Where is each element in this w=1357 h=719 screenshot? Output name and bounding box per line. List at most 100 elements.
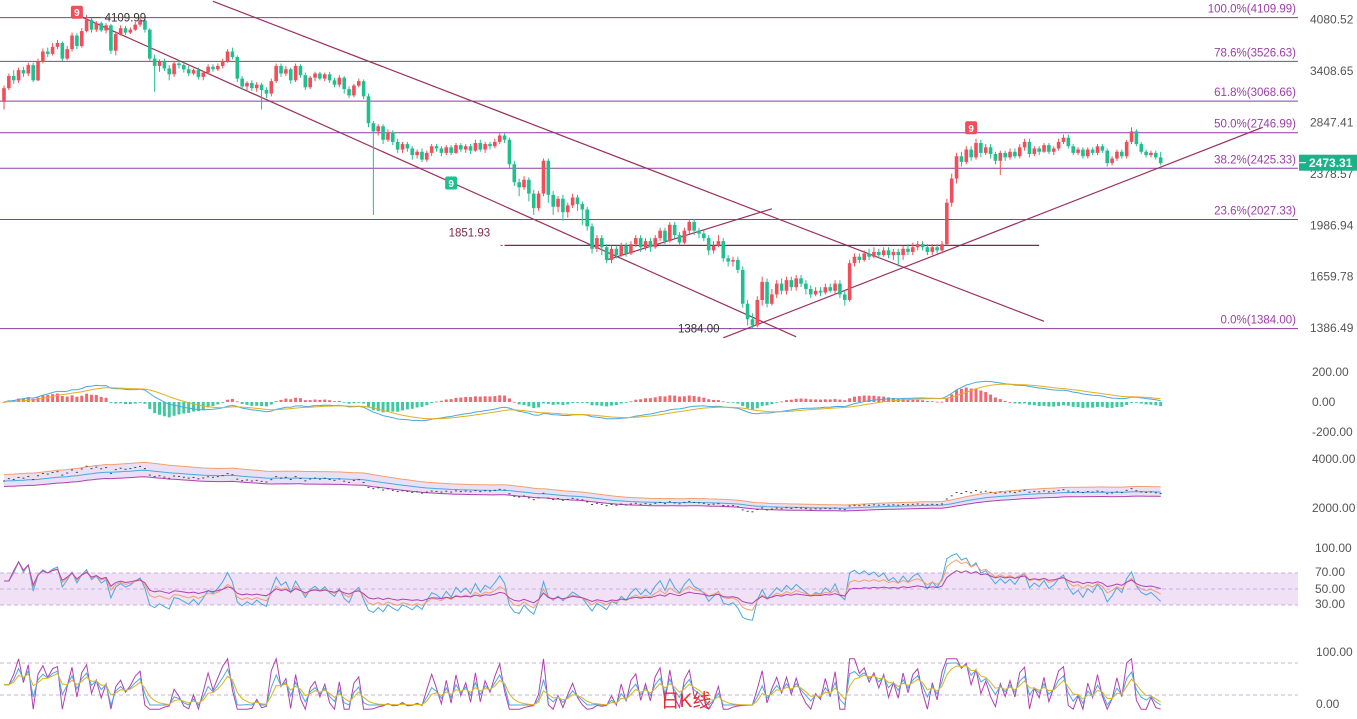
candle-110[interactable] [536, 191, 541, 211]
candle-181[interactable] [881, 247, 886, 257]
candle-116[interactable] [565, 202, 570, 218]
candle-167[interactable] [813, 287, 818, 297]
candle-132[interactable] [643, 238, 648, 251]
candle-228[interactable] [1110, 156, 1114, 166]
candle-142[interactable] [692, 219, 696, 236]
candle-233[interactable] [1134, 129, 1139, 147]
candle-232[interactable] [1129, 127, 1134, 145]
candle-231[interactable] [1124, 139, 1129, 159]
candle-1[interactable] [7, 73, 11, 90]
candle-62[interactable] [303, 72, 308, 90]
candle-134[interactable] [653, 235, 658, 249]
candle-101[interactable] [493, 138, 497, 149]
candle-14[interactable] [70, 32, 74, 52]
candle-199[interactable] [969, 146, 973, 161]
candle-28[interactable] [138, 17, 142, 27]
candle-161[interactable] [784, 276, 789, 295]
candle-71[interactable] [347, 86, 351, 99]
candle-188[interactable] [915, 241, 920, 251]
candle-230[interactable] [1120, 149, 1124, 159]
candle-220[interactable] [1071, 144, 1075, 156]
candle-92[interactable] [449, 145, 453, 156]
candle-141[interactable] [687, 219, 692, 234]
candle-176[interactable] [857, 253, 862, 264]
candle-16[interactable] [79, 28, 84, 48]
candle-72[interactable] [352, 83, 356, 98]
candle-18[interactable] [89, 18, 94, 33]
candle-151[interactable] [736, 256, 740, 274]
candle-0[interactable] [2, 85, 6, 110]
candle-85[interactable] [415, 149, 419, 159]
candle-202[interactable] [983, 144, 988, 156]
candle-9[interactable] [45, 47, 50, 58]
candle-26[interactable] [128, 27, 133, 35]
candle-205[interactable] [998, 150, 1003, 175]
candle-153[interactable] [745, 299, 750, 326]
candle-180[interactable] [877, 248, 881, 259]
candle-69[interactable] [337, 75, 342, 88]
candle-138[interactable] [672, 221, 677, 239]
candle-93[interactable] [454, 142, 458, 154]
candle-119[interactable] [580, 201, 585, 225]
candle-32[interactable] [157, 59, 162, 72]
candle-99[interactable] [483, 141, 487, 153]
candle-102[interactable] [497, 133, 502, 145]
candle-121[interactable] [590, 223, 594, 254]
candle-171[interactable] [833, 280, 837, 295]
candle-77[interactable] [376, 124, 381, 136]
candle-86[interactable] [420, 148, 424, 162]
candle-224[interactable] [1090, 147, 1095, 156]
candle-212[interactable] [1032, 146, 1037, 157]
candle-30[interactable] [148, 28, 152, 62]
candle-76[interactable] [371, 121, 376, 215]
candle-38[interactable] [186, 65, 191, 77]
candle-209[interactable] [1017, 144, 1022, 159]
candle-91[interactable] [444, 145, 449, 156]
candle-159[interactable] [774, 280, 779, 299]
candle-4[interactable] [21, 66, 26, 77]
candle-105[interactable] [512, 160, 517, 186]
candle-162[interactable] [789, 276, 794, 291]
candle-111[interactable] [541, 158, 546, 197]
candle-103[interactable] [502, 133, 507, 143]
candle-127[interactable] [619, 242, 624, 257]
candle-193[interactable] [940, 241, 944, 254]
candle-214[interactable] [1042, 142, 1046, 153]
candle-79[interactable] [386, 129, 390, 142]
candle-87[interactable] [425, 150, 429, 162]
candle-68[interactable] [332, 77, 337, 88]
candle-170[interactable] [828, 283, 832, 293]
candle-235[interactable] [1144, 149, 1148, 158]
candle-149[interactable] [726, 255, 730, 267]
candle-108[interactable] [527, 177, 531, 202]
candle-40[interactable] [196, 67, 201, 80]
candle-192[interactable] [935, 244, 939, 254]
candle-169[interactable] [823, 283, 828, 295]
candle-135[interactable] [658, 227, 662, 242]
candle-37[interactable] [182, 61, 186, 73]
candle-57[interactable] [279, 63, 283, 77]
candle-100[interactable] [488, 141, 492, 150]
candle-106[interactable] [517, 178, 521, 197]
candle-187[interactable] [911, 242, 915, 256]
candle-163[interactable] [794, 274, 798, 291]
candle-173[interactable] [842, 290, 847, 306]
candle-150[interactable] [731, 256, 735, 267]
candle-70[interactable] [342, 76, 346, 94]
candle-65[interactable] [318, 71, 322, 81]
candle-227[interactable] [1105, 148, 1110, 167]
candle-223[interactable] [1085, 147, 1090, 159]
candle-94[interactable] [459, 142, 463, 152]
candle-39[interactable] [191, 68, 196, 76]
candle-67[interactable] [327, 71, 332, 83]
candle-164[interactable] [799, 274, 803, 288]
candle-154[interactable] [750, 313, 755, 329]
candle-146[interactable] [711, 241, 716, 254]
candle-80[interactable] [391, 130, 395, 146]
candle-89[interactable] [434, 144, 439, 152]
candle-160[interactable] [779, 278, 784, 295]
candle-137[interactable] [668, 221, 672, 243]
candle-222[interactable] [1081, 147, 1085, 159]
candle-21[interactable] [104, 23, 108, 34]
candle-130[interactable] [634, 235, 638, 248]
